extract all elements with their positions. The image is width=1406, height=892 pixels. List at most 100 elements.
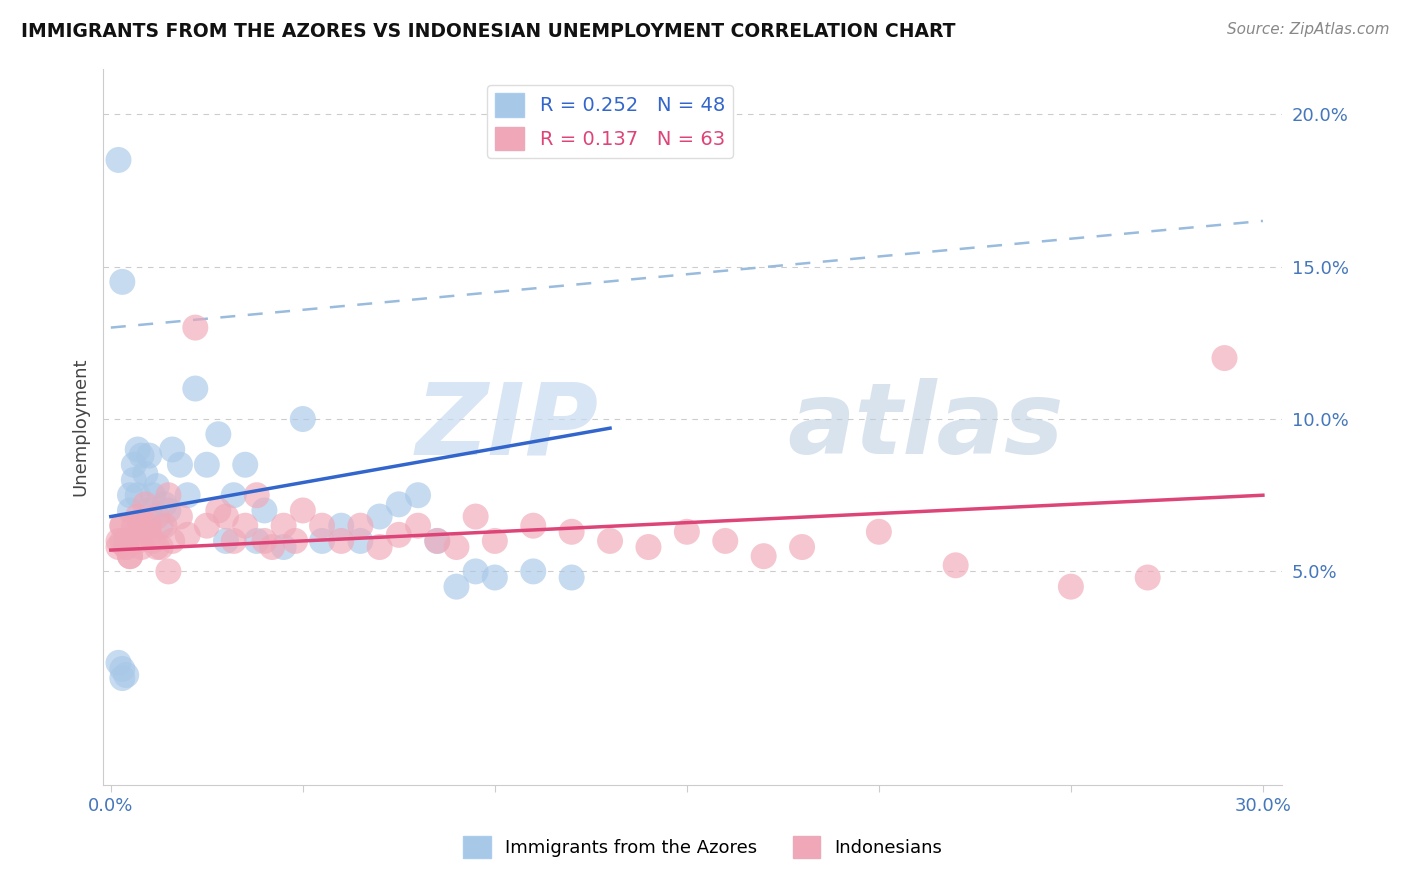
Point — [131, 518, 153, 533]
Point — [368, 509, 391, 524]
Text: atlas: atlas — [787, 378, 1063, 475]
Point — [157, 488, 180, 502]
Point — [195, 518, 218, 533]
Point — [153, 518, 176, 533]
Y-axis label: Unemployment: Unemployment — [72, 358, 89, 496]
Point — [561, 524, 583, 539]
Text: IMMIGRANTS FROM THE AZORES VS INDONESIAN UNEMPLOYMENT CORRELATION CHART: IMMIGRANTS FROM THE AZORES VS INDONESIAN… — [21, 22, 956, 41]
Point — [246, 533, 269, 548]
Point — [388, 528, 411, 542]
Point — [122, 473, 145, 487]
Point — [111, 533, 134, 548]
Point — [107, 153, 129, 167]
Point — [1060, 580, 1083, 594]
Point — [714, 533, 737, 548]
Point — [142, 488, 165, 502]
Point — [162, 533, 184, 548]
Point — [406, 488, 429, 502]
Point — [107, 540, 129, 554]
Point — [115, 540, 138, 554]
Point — [561, 570, 583, 584]
Point — [246, 488, 269, 502]
Point — [368, 540, 391, 554]
Point — [406, 518, 429, 533]
Point — [790, 540, 813, 554]
Point — [184, 382, 207, 396]
Point — [222, 488, 245, 502]
Point — [184, 320, 207, 334]
Point — [118, 549, 141, 564]
Point — [131, 540, 153, 554]
Point — [107, 533, 129, 548]
Point — [157, 503, 180, 517]
Point — [330, 518, 353, 533]
Point — [157, 565, 180, 579]
Point — [464, 565, 486, 579]
Point — [115, 668, 138, 682]
Point — [169, 509, 191, 524]
Point — [115, 540, 138, 554]
Point — [637, 540, 659, 554]
Point — [111, 518, 134, 533]
Point — [464, 509, 486, 524]
Point — [233, 458, 256, 472]
Point — [484, 533, 506, 548]
Point — [169, 458, 191, 472]
Point — [311, 518, 333, 533]
Point — [176, 528, 198, 542]
Point — [122, 458, 145, 472]
Point — [446, 580, 468, 594]
Point — [752, 549, 775, 564]
Point — [388, 497, 411, 511]
Point — [446, 540, 468, 554]
Text: Source: ZipAtlas.com: Source: ZipAtlas.com — [1226, 22, 1389, 37]
Point — [599, 533, 621, 548]
Point — [138, 518, 160, 533]
Point — [127, 509, 149, 524]
Point — [162, 442, 184, 457]
Point — [107, 656, 129, 670]
Point — [215, 533, 238, 548]
Text: ZIP: ZIP — [415, 378, 599, 475]
Point — [273, 540, 295, 554]
Point — [945, 558, 967, 573]
Point — [222, 533, 245, 548]
Point — [118, 549, 141, 564]
Legend: Immigrants from the Azores, Indonesians: Immigrants from the Azores, Indonesians — [456, 829, 950, 865]
Point — [330, 533, 353, 548]
Point — [146, 509, 169, 524]
Point — [426, 533, 449, 548]
Point — [195, 458, 218, 472]
Point — [153, 497, 176, 511]
Point — [142, 533, 165, 548]
Point — [676, 524, 699, 539]
Point — [138, 528, 160, 542]
Point — [176, 488, 198, 502]
Point — [127, 442, 149, 457]
Point — [349, 518, 371, 533]
Point — [291, 503, 314, 517]
Point — [522, 518, 544, 533]
Point — [111, 275, 134, 289]
Point — [215, 509, 238, 524]
Point — [868, 524, 890, 539]
Point — [131, 449, 153, 463]
Point — [122, 528, 145, 542]
Point — [131, 518, 153, 533]
Point — [111, 671, 134, 685]
Point — [253, 533, 276, 548]
Point — [138, 449, 160, 463]
Point — [127, 488, 149, 502]
Point — [134, 497, 156, 511]
Point — [273, 518, 295, 533]
Point — [291, 412, 314, 426]
Point — [207, 503, 229, 517]
Point — [134, 467, 156, 481]
Point — [426, 533, 449, 548]
Point — [149, 540, 172, 554]
Point — [253, 503, 276, 517]
Point — [118, 503, 141, 517]
Legend: R = 0.252   N = 48, R = 0.137   N = 63: R = 0.252 N = 48, R = 0.137 N = 63 — [488, 86, 733, 158]
Point — [484, 570, 506, 584]
Point — [111, 518, 134, 533]
